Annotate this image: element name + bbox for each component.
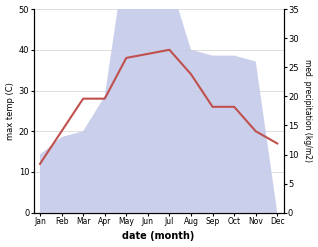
X-axis label: date (month): date (month): [122, 231, 195, 242]
Y-axis label: med. precipitation (kg/m2): med. precipitation (kg/m2): [303, 59, 313, 162]
Y-axis label: max temp (C): max temp (C): [5, 82, 15, 140]
